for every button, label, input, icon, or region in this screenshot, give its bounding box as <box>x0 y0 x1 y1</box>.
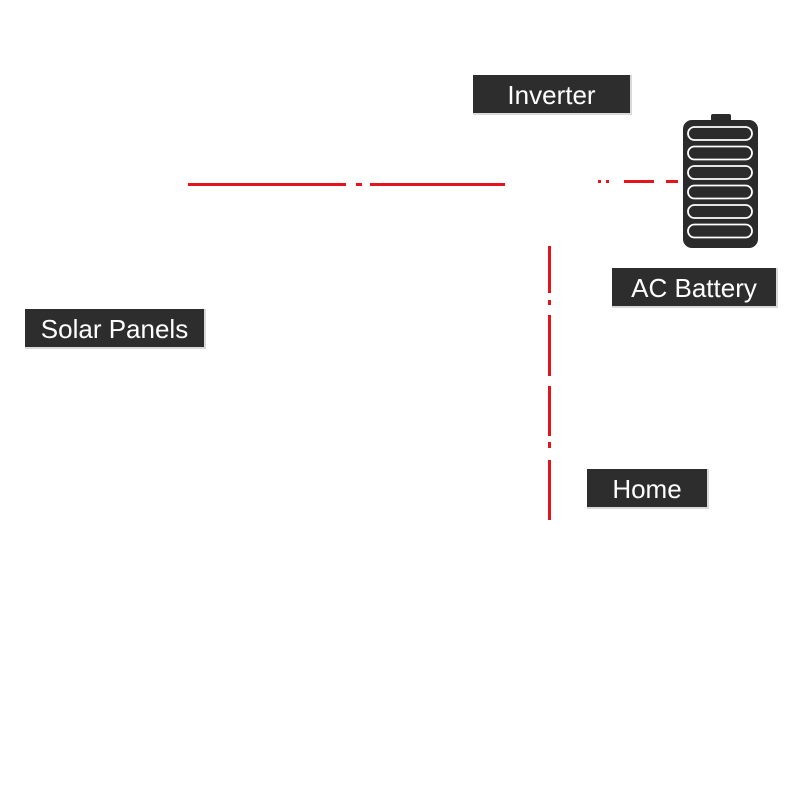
home-label: Home <box>587 469 709 509</box>
battery-icon <box>683 114 758 248</box>
ac-battery-label: AC Battery <box>612 268 778 308</box>
inverter-label: Inverter <box>473 75 632 115</box>
solar-panels-label: Solar Panels <box>25 309 206 349</box>
